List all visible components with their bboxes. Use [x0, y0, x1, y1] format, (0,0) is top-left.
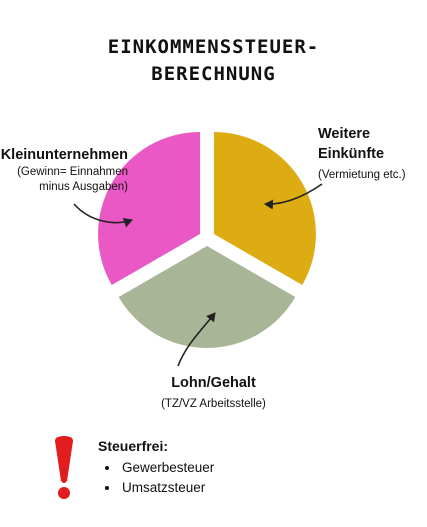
label-lohn-name: Lohn/Gehalt	[171, 375, 256, 391]
arrow-lohn	[177, 312, 216, 367]
exclamation-icon	[55, 436, 73, 499]
label-kleinunternehmen: Kleinunternehmen (Gewinn= Einnahmen minu…	[0, 145, 128, 195]
label-lohn: Lohn/Gehalt (TZ/VZ Arbeitsstelle)	[0, 373, 427, 412]
page-title: EINKOMMENSSTEUER- BERECHNUNG	[0, 34, 427, 88]
label-kleinunternehmen-name: Kleinunternehmen	[0, 147, 128, 163]
title-line-2: BERECHNUNG	[151, 63, 276, 85]
label-kleinunternehmen-detail-2: minus Ausgaben)	[39, 181, 128, 193]
pie-slice-lohn	[118, 246, 296, 348]
arrow-kleinunternehmen	[73, 203, 133, 228]
label-lohn-detail: (TZ/VZ Arbeitsstelle)	[161, 398, 266, 410]
steuerfrei-item-umsatzsteuer: Umsatzsteuer	[120, 478, 214, 498]
steuerfrei-list: Gewerbesteuer Umsatzsteuer	[98, 458, 214, 498]
arrow-weitere	[264, 183, 323, 210]
steuerfrei-heading: Steuerfrei:	[98, 438, 169, 454]
pie-slice-kleinunternehmen	[98, 132, 201, 285]
label-weitere-name-1: Weitere	[318, 126, 371, 142]
label-weitere: Weitere Einkünfte (Vermietung etc.)	[318, 124, 427, 183]
label-kleinunternehmen-detail-1: (Gewinn= Einnahmen	[17, 166, 128, 178]
steuerfrei-box: Steuerfrei: Gewerbesteuer Umsatzsteuer	[98, 436, 214, 498]
steuerfrei-item-gewerbesteuer: Gewerbesteuer	[120, 458, 214, 478]
title-line-1: EINKOMMENSSTEUER-	[107, 36, 320, 58]
label-weitere-detail: (Vermietung etc.)	[318, 169, 406, 181]
label-weitere-name-2: Einkünfte	[318, 146, 385, 162]
